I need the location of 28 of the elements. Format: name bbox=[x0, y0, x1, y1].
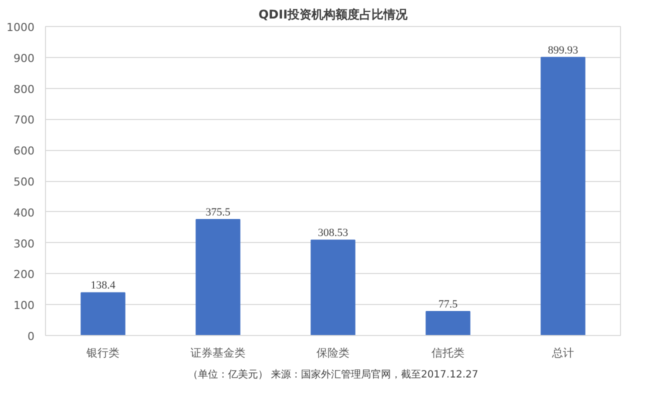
y-tick-label: 900 bbox=[14, 52, 35, 65]
data-label: 138.4 bbox=[90, 280, 116, 292]
data-label: 77.5 bbox=[438, 298, 458, 311]
x-tick-label: 信托类 bbox=[432, 346, 464, 360]
bar bbox=[196, 218, 240, 336]
bar bbox=[540, 56, 586, 336]
y-tick-label: 800 bbox=[14, 82, 35, 96]
y-tick-label: 700 bbox=[14, 114, 35, 127]
y-tick-label: 600 bbox=[14, 144, 35, 158]
bar bbox=[426, 311, 470, 336]
x-tick-label: 总计 bbox=[551, 346, 574, 360]
x-tick-label: 银行类 bbox=[86, 346, 120, 360]
chart-title: QDII投资机构额度占比情况 bbox=[258, 8, 409, 22]
y-tick-label: 200 bbox=[14, 268, 35, 282]
y-tick-label: 1000 bbox=[6, 21, 35, 34]
y-tick-label: 0 bbox=[28, 330, 34, 343]
data-label: 308.53 bbox=[318, 227, 349, 240]
y-tick-label: 100 bbox=[14, 299, 35, 312]
x-tick-label: 证券基金类 bbox=[190, 346, 246, 360]
y-tick-label: 400 bbox=[14, 206, 35, 220]
y-tick-label: 300 bbox=[14, 237, 35, 250]
bar bbox=[310, 240, 356, 336]
data-label: 899.93 bbox=[548, 44, 579, 56]
x-tick-label: 保险类 bbox=[316, 346, 350, 360]
y-tick-label: 500 bbox=[14, 176, 35, 188]
bar bbox=[80, 292, 126, 336]
text: （单位：亿美元） 来源：国家外汇管理局官网，截至2017.12.27 bbox=[188, 368, 478, 380]
data-label: 375.5 bbox=[206, 206, 231, 218]
